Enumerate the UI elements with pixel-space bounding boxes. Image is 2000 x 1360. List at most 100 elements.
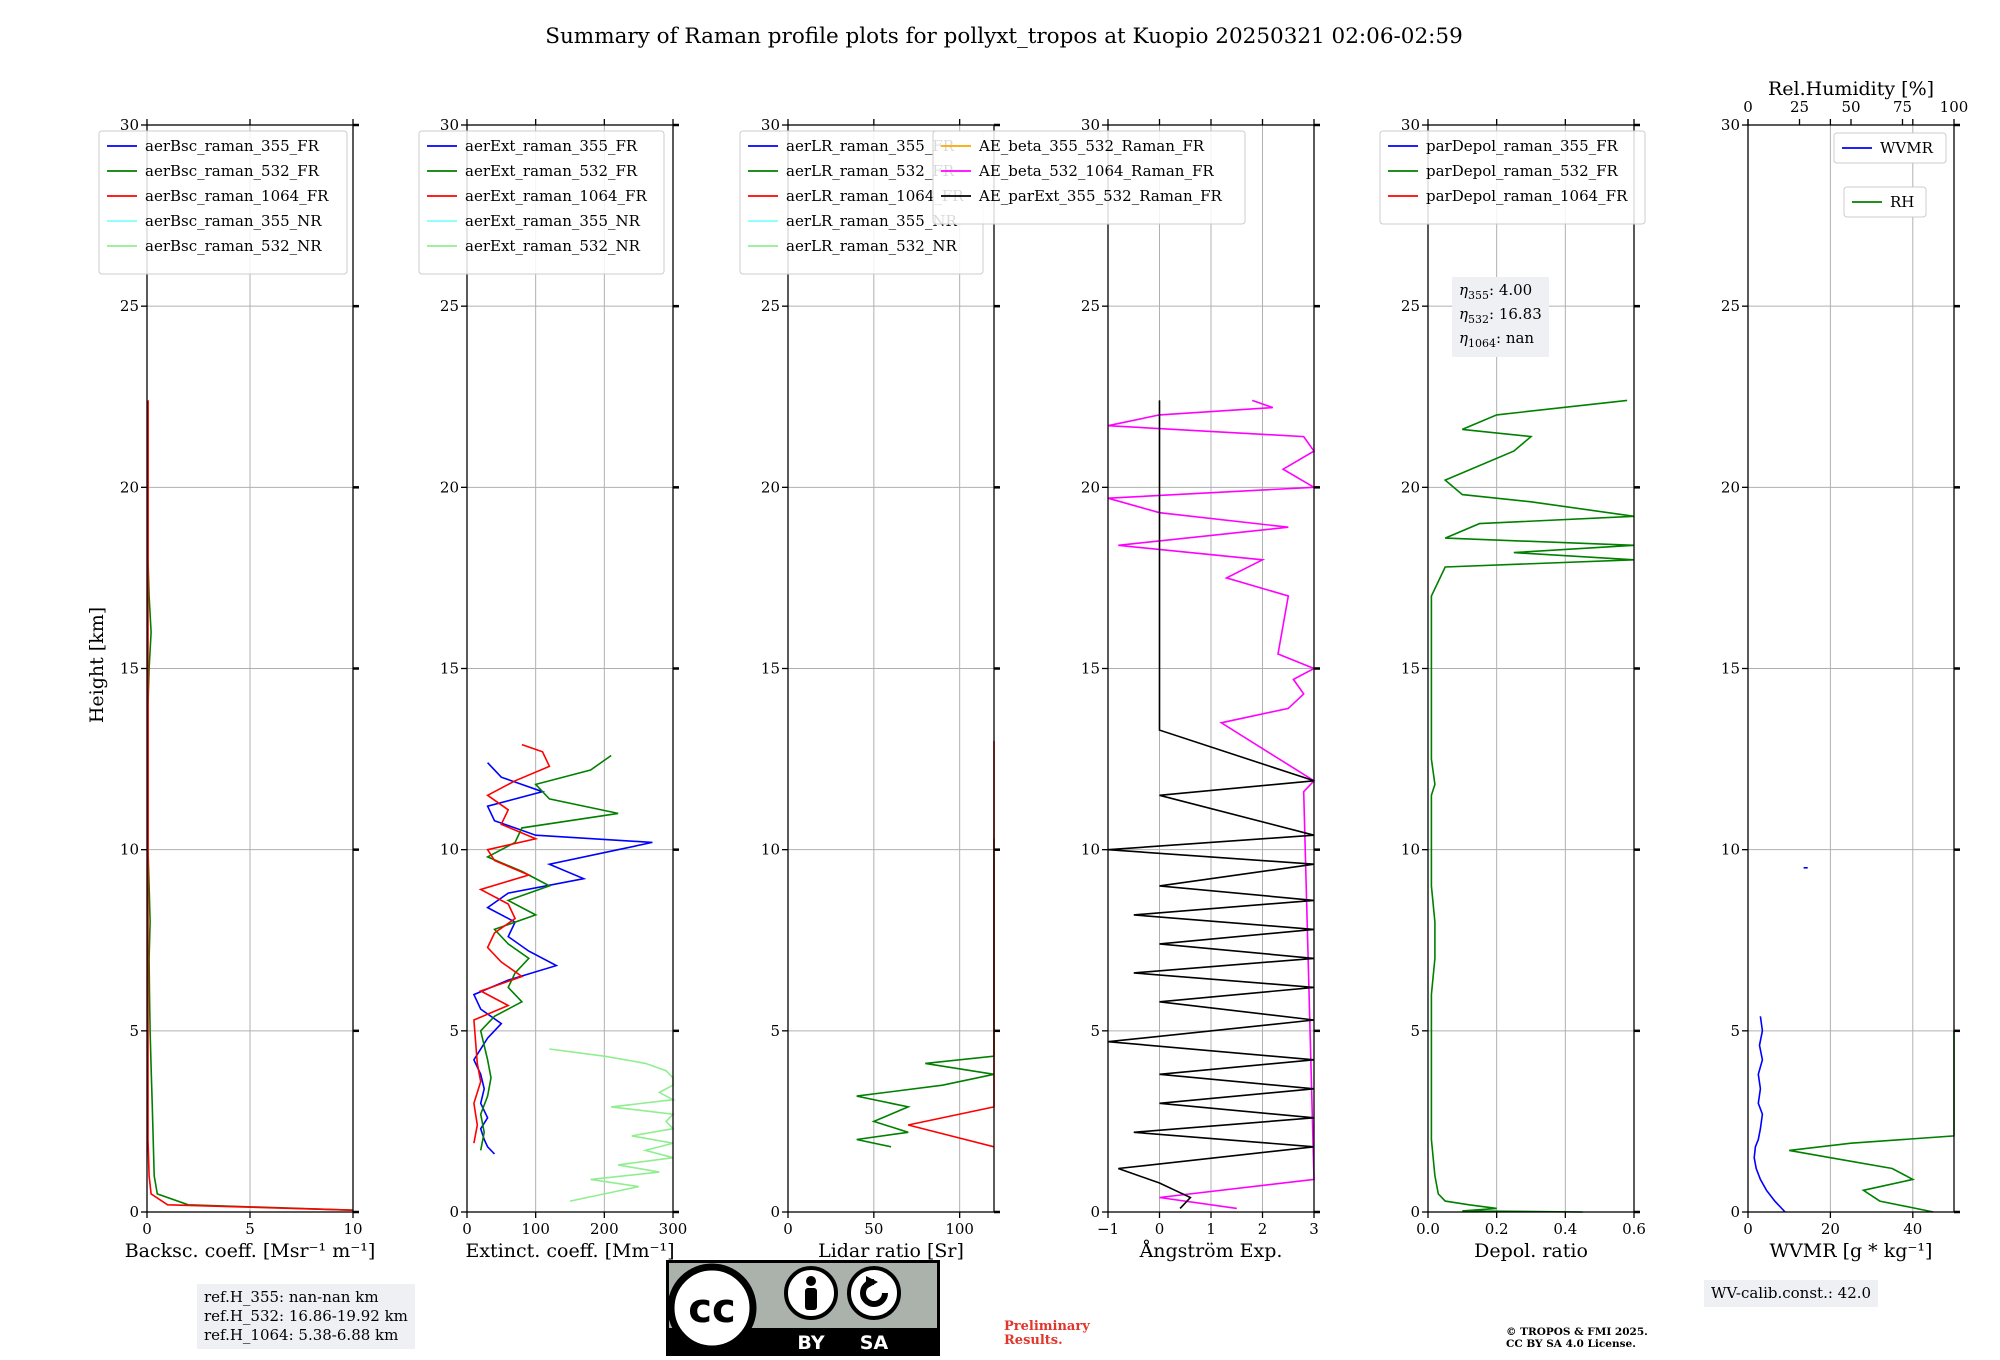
series-aerext-raman-1064-fr xyxy=(473,743,551,1144)
legend-label: aerLR_raman_355_NR xyxy=(786,212,957,230)
legend-label: parDepol_raman_1064_FR xyxy=(1426,187,1628,205)
y-tick-label: 10 xyxy=(761,841,780,859)
y-tick-label: 20 xyxy=(120,478,139,496)
reference-height-box: ref.H_355: nan-nan km ref.H_532: 16.86-1… xyxy=(197,1284,415,1349)
copyright-line-1: © TROPOS & FMI 2025. xyxy=(1506,1326,1648,1338)
x-tick-label: 20 xyxy=(1821,1220,1840,1238)
legend-label: AE_parExt_355_532_Raman_FR xyxy=(978,187,1223,205)
ref-height-355: ref.H_355: nan-nan km xyxy=(204,1288,379,1306)
y-tick-label: 30 xyxy=(440,116,459,134)
legend-label: aerBsc_raman_355_NR xyxy=(145,212,322,230)
legend-box xyxy=(932,130,1246,225)
y-tick-label: 0 xyxy=(770,1203,780,1221)
legend-label: aerLR_raman_532_FR xyxy=(786,162,955,180)
y-tick-label: 10 xyxy=(1081,841,1100,859)
x-tick-label: 0 xyxy=(1743,1220,1753,1238)
x-tick-label: 300 xyxy=(659,1220,688,1238)
panel-1: 0 5 10 15 20 25 30 0 5 10 Backsc. coeff. [Msr⁻¹ m⁻… xyxy=(98,116,375,1262)
x-tick-label: 0 xyxy=(462,1220,472,1238)
legend-label: aerLR_raman_532_NR xyxy=(786,237,957,255)
y-tick-label: 25 xyxy=(761,297,780,315)
y-tick-label: 25 xyxy=(440,297,459,315)
panel-3: 0 5 10 15 20 25 30 0 50 100 Lidar ratio [Sr] aerLR_… xyxy=(739,116,1000,1262)
legend-label: aerBsc_raman_532_NR xyxy=(145,237,322,255)
y-tick-label: 25 xyxy=(1081,297,1100,315)
x-tick-label: 40 xyxy=(1903,1220,1922,1238)
x-tick-label: 0 xyxy=(142,1220,152,1238)
y-tick-label: 5 xyxy=(1730,1022,1740,1040)
eta-532-value: 16.83 xyxy=(1498,305,1542,323)
legend-label: RH xyxy=(1890,193,1914,211)
y-tick-label: 5 xyxy=(770,1022,780,1040)
wv-calibration-box: WV-calib.const.: 42.0 xyxy=(1704,1280,1879,1307)
y-tick-label: 5 xyxy=(449,1022,459,1040)
wv-calib-const: WV-calib.const.: 42.0 xyxy=(1711,1284,1872,1302)
legend-label: parDepol_raman_532_FR xyxy=(1426,162,1619,180)
x-tick-label: 0.4 xyxy=(1553,1220,1577,1238)
series-aerlr-raman-1064-fr xyxy=(908,741,995,1148)
series-aerbsc-raman-1064-fr xyxy=(147,400,354,1211)
y-tick-label: 30 xyxy=(1401,116,1420,134)
y-tick-label: 5 xyxy=(129,1022,139,1040)
x-tick-label: 5 xyxy=(245,1220,255,1238)
y-tick-label: 15 xyxy=(1721,660,1740,678)
series-aerext-raman-532-fr xyxy=(479,754,619,1151)
x-tick-label: 10 xyxy=(343,1220,362,1238)
legend-label: WVMR xyxy=(1880,139,1934,157)
legend: AE_beta_355_532_Raman_FR AE_beta_532_1064… xyxy=(932,130,1246,225)
eta-1064: η1064: nan xyxy=(1459,329,1535,350)
x-tick-label: 0.2 xyxy=(1485,1220,1509,1238)
legend-wvmr: WVMR xyxy=(1833,132,1947,164)
legend-label: aerBsc_raman_355_FR xyxy=(145,137,320,155)
legend: parDepol_raman_355_FR parDepol_raman_532_… xyxy=(1379,130,1646,225)
y-tick-label: 10 xyxy=(1401,841,1420,859)
legend-label: aerExt_raman_1064_FR xyxy=(465,187,647,205)
eta-532: η532: 16.83 xyxy=(1459,305,1542,326)
preliminary-note: Preliminary Results. xyxy=(1004,1320,1090,1348)
series-ae-beta-532-1064-raman-fr xyxy=(1107,399,1317,1210)
legend-box xyxy=(418,130,665,275)
y-tick-label: 10 xyxy=(120,841,139,859)
x2-tick-label: 0 xyxy=(1743,98,1753,116)
y-tick-label: 25 xyxy=(120,297,139,315)
x-axis-label: Lidar ratio [Sr] xyxy=(818,1240,964,1262)
ref-height-532: ref.H_532: 16.86-19.92 km xyxy=(204,1307,408,1325)
x-tick-label: 200 xyxy=(590,1220,619,1238)
legend: aerExt_raman_355_FR aerExt_raman_532_FRae… xyxy=(418,130,665,275)
y-tick-label: 10 xyxy=(440,841,459,859)
legend-label: aerBsc_raman_1064_FR xyxy=(145,187,329,205)
y-tick-label: 0 xyxy=(129,1203,139,1221)
eta-box: η355: 4.00 η532: 16.83 η1064: nan xyxy=(1452,277,1549,357)
legend-box xyxy=(98,130,348,275)
x-tick-label: 0 xyxy=(1155,1220,1165,1238)
series-pardepol-raman-532-fr xyxy=(1430,399,1635,1213)
y-tick-label: 15 xyxy=(120,660,139,678)
x-tick-label: 50 xyxy=(864,1220,883,1238)
y-tick-label: 30 xyxy=(761,116,780,134)
y-tick-label: 0 xyxy=(449,1203,459,1221)
by-label: BY xyxy=(797,1332,824,1354)
x2-axis-label: Rel.Humidity [%] xyxy=(1768,78,1934,100)
x-tick-label: 100 xyxy=(945,1220,974,1238)
series-aerext-raman-532-nr xyxy=(549,1048,676,1202)
sa-share-alike-icon xyxy=(847,1266,901,1320)
y-tick-label: 5 xyxy=(1090,1022,1100,1040)
x-tick-label: 0.6 xyxy=(1622,1220,1646,1238)
cc-logo-text: cc xyxy=(688,1286,735,1332)
ref-height-1064: ref.H_1064: 5.38-6.88 km xyxy=(204,1326,399,1344)
x-tick-label: −1 xyxy=(1097,1220,1119,1238)
y-tick-label: 10 xyxy=(1721,841,1740,859)
eta-355-value: 4.00 xyxy=(1498,281,1533,299)
figure-title: Summary of Raman profile plots for polly… xyxy=(545,24,1463,49)
x-tick-label: 0 xyxy=(783,1220,793,1238)
x-axis-label: Extinct. coeff. [Mm⁻¹] xyxy=(465,1240,674,1262)
eta-355: η355: 4.00 xyxy=(1459,281,1533,302)
x-tick-label: 2 xyxy=(1258,1220,1268,1238)
y-tick-label: 25 xyxy=(1401,297,1420,315)
legend-label: aerExt_raman_355_NR xyxy=(465,212,641,230)
